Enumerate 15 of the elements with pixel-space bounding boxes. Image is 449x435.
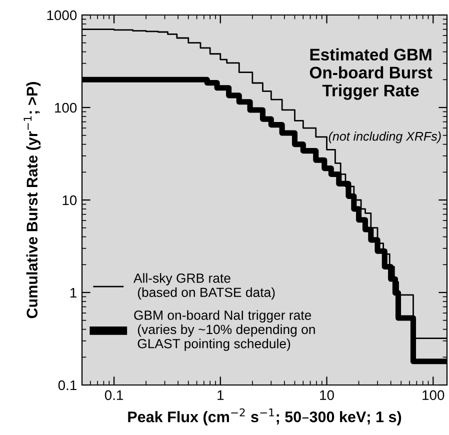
legend-label: All-sky GRB rate (based on BATSE data) xyxy=(133,273,275,300)
y-tick-label: 1 xyxy=(70,288,76,298)
x-tick-label: 1 xyxy=(218,390,224,400)
x-axis-title: Peak Flux (cm$^{−2}$ s$^{−1}$; 50–300 keV; 1 s) xyxy=(128,408,402,426)
text: (not including XRFs) xyxy=(328,132,441,144)
x-tick-label: 100 xyxy=(422,390,444,400)
y-axis-title: Cumulative Burst Rate (yr$^{−1}$; >P) xyxy=(24,82,41,318)
x-tick-label: 10 xyxy=(320,390,334,400)
x-tick-label: 0.1 xyxy=(104,390,123,400)
y-tick-label: 100 xyxy=(55,102,77,113)
text: Estimated GBM On-board Burst Trigger Rate xyxy=(310,48,432,100)
y-tick-label: 0.1 xyxy=(58,380,76,390)
y-tick-label: 1000 xyxy=(47,10,77,20)
y-tick-label: 10 xyxy=(62,195,77,206)
legend-label: GBM on-board NaI trigger rate (varies by ~10% depending on GLAST pointing schedule) xyxy=(134,310,315,351)
